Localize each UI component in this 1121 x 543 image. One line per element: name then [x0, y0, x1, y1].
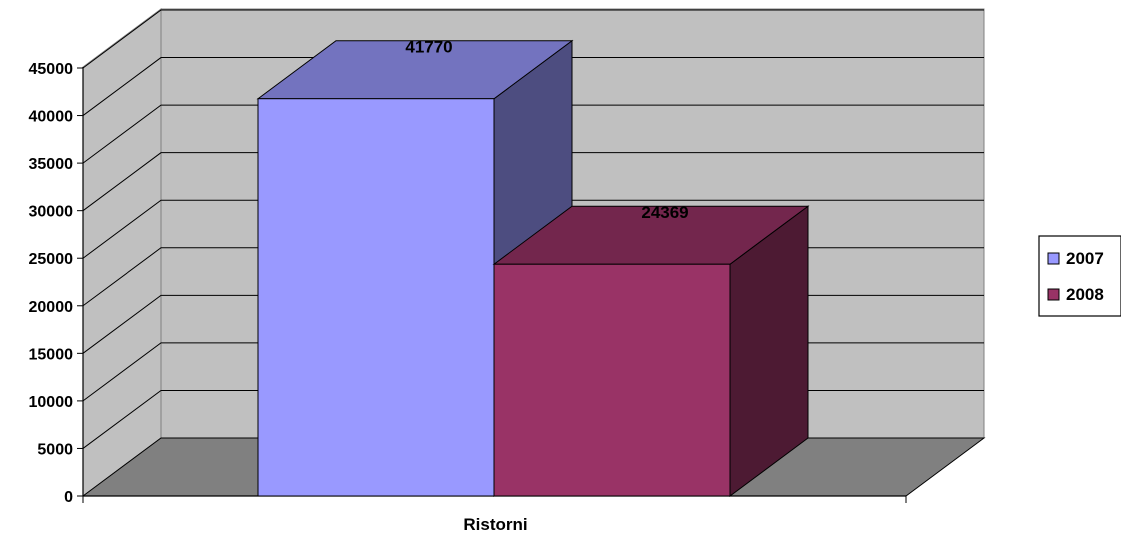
- labels: 41770 24369: [405, 38, 688, 223]
- gridline-25000: [82, 199, 984, 259]
- axes: 0 5000 10000 15000 20000 25000 30000 35000 40000…: [29, 61, 907, 534]
- side-wall: [82, 8, 162, 497]
- y-tick-label: 15000: [29, 346, 74, 363]
- gridline-30000: [82, 152, 984, 212]
- legend-swatch-2007: [1047, 252, 1060, 265]
- legend: 2007 2008: [1038, 235, 1121, 317]
- y-tick-label: 20000: [29, 299, 74, 316]
- gridline-40000: [82, 57, 984, 116]
- category-label: Ristorni: [463, 515, 527, 534]
- legend-label-2008: 2008: [1066, 285, 1104, 304]
- y-tick-label: 0: [64, 489, 73, 506]
- data-label-2008: 24369: [641, 203, 688, 222]
- y-tick-label: 45000: [29, 61, 74, 78]
- y-tick-label: 10000: [29, 394, 74, 411]
- y-tick-label: 40000: [29, 109, 74, 126]
- bar-front-2007: [257, 98, 495, 497]
- legend-swatch-2008: [1047, 288, 1060, 301]
- gridline-45000: [82, 9, 984, 69]
- y-tick-label: 5000: [37, 441, 73, 458]
- y-tick-label: 30000: [29, 204, 74, 221]
- bar-front-2008: [493, 263, 731, 497]
- legend-label-2007: 2007: [1066, 249, 1104, 268]
- y-tick-label: 25000: [29, 251, 74, 268]
- bars: [256, 39, 810, 497]
- legend-box: [1038, 235, 1121, 317]
- gridline-35000: [82, 104, 984, 164]
- y-tick-label: 35000: [29, 156, 74, 173]
- data-label-2007: 41770: [405, 38, 452, 57]
